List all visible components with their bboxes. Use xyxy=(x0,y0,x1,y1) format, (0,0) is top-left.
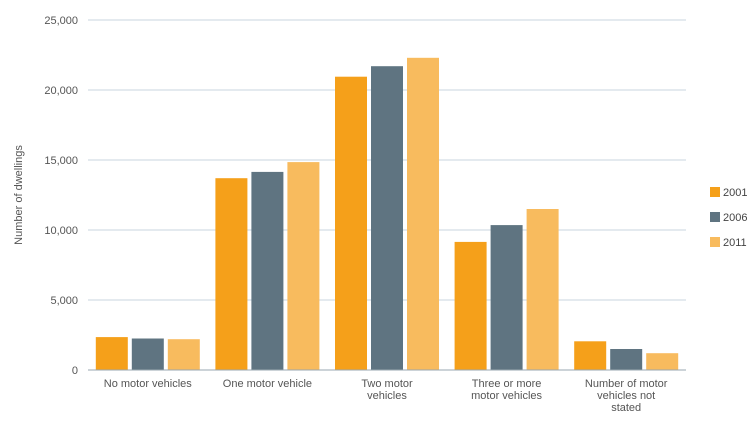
legend-swatch-2006 xyxy=(710,212,720,222)
bar-2006 xyxy=(251,171,284,370)
bar-2001 xyxy=(335,76,367,370)
y-axis-title: Number of dwellings xyxy=(13,145,25,245)
bar-2001 xyxy=(95,337,128,370)
bar-2001 xyxy=(574,341,607,370)
y-tick-label: 10,000 xyxy=(44,225,78,237)
legend: 2001 2006 2011 xyxy=(710,187,747,249)
bar-2011 xyxy=(526,209,559,370)
bars xyxy=(95,57,679,371)
x-tick-label: No motor vehicles xyxy=(104,378,193,390)
y-tick-label: 0 xyxy=(72,365,78,377)
legend-swatch-2011 xyxy=(710,237,720,247)
y-tick-label: 25,000 xyxy=(44,15,78,27)
legend-label-2001: 2001 xyxy=(723,187,747,199)
legend-swatch-2001 xyxy=(710,187,720,197)
y-tick-label: 15,000 xyxy=(44,155,78,167)
bar-2006 xyxy=(610,349,643,370)
x-tick-label: Two motor vehicles xyxy=(361,378,413,402)
x-axis-labels: No motor vehicles One motor vehicle Two mo… xyxy=(104,378,668,414)
bar-2006 xyxy=(490,225,523,370)
x-tick-label: Three or more motor vehicles xyxy=(471,378,542,402)
bar-2011 xyxy=(407,57,439,371)
bar-2011 xyxy=(167,339,200,370)
bar-2006 xyxy=(371,66,403,370)
y-axis-ticks: 0 5,000 10,000 15,000 20,000 25,000 xyxy=(44,15,78,377)
y-tick-label: 5,000 xyxy=(50,295,78,307)
y-tick-label: 20,000 xyxy=(44,85,78,97)
x-tick-label: One motor vehicle xyxy=(223,378,312,390)
legend-label-2011: 2011 xyxy=(723,237,747,249)
bar-2001 xyxy=(454,241,487,370)
bar-2001 xyxy=(215,178,248,370)
bar-2006 xyxy=(131,338,164,370)
bar-2011 xyxy=(287,162,320,370)
bar-2011 xyxy=(646,353,679,370)
legend-label-2006: 2006 xyxy=(723,212,747,224)
x-tick-label: Number of motor vehicles not stated xyxy=(585,378,668,414)
